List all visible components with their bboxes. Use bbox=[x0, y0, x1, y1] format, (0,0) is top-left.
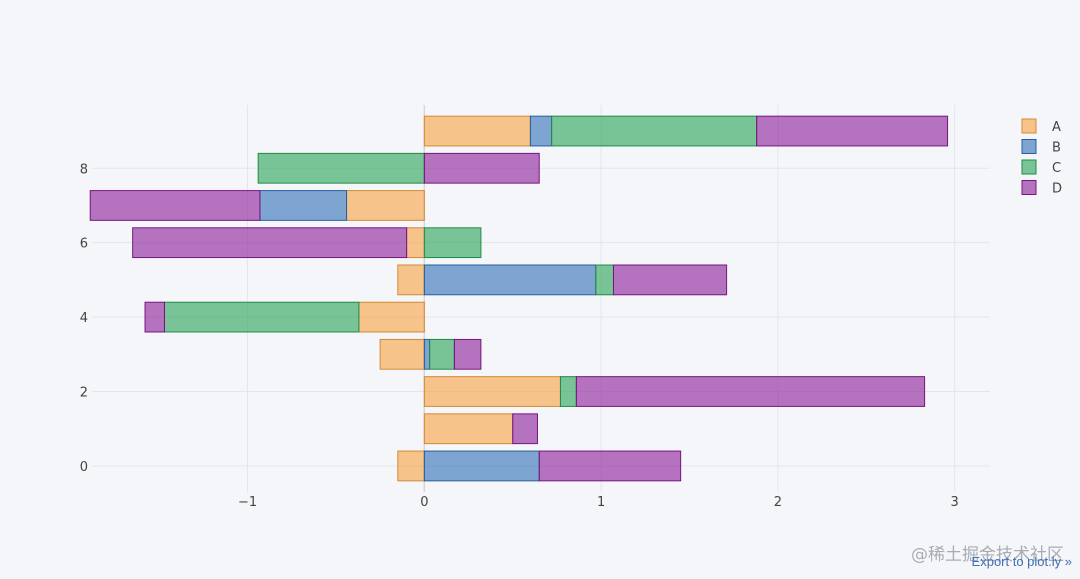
export-to-plotly-link[interactable]: Export to plot.ly » bbox=[971, 554, 1072, 569]
bar-C-3[interactable] bbox=[429, 338, 455, 370]
bar-A-7[interactable] bbox=[346, 190, 425, 221]
y-tick-label: 4 bbox=[80, 311, 88, 326]
bar-B-7[interactable] bbox=[259, 190, 348, 221]
bar-C-8[interactable] bbox=[257, 152, 425, 184]
x-tick-label: 3 bbox=[951, 495, 959, 510]
legend-label-D[interactable]: D bbox=[1052, 182, 1062, 197]
legend-swatch-D[interactable] bbox=[1021, 180, 1037, 195]
x-tick-label: 2 bbox=[774, 495, 782, 510]
legend-swatch-C[interactable] bbox=[1021, 159, 1037, 175]
bar-D-1[interactable] bbox=[512, 413, 538, 445]
bar-D-0[interactable] bbox=[538, 450, 682, 482]
bar-C-9[interactable] bbox=[551, 115, 758, 147]
bar-D-5[interactable] bbox=[612, 264, 728, 296]
watermark: @稀土掘金技术社区 bbox=[911, 545, 1064, 565]
y-tick-label: 2 bbox=[80, 386, 88, 401]
bar-C-2[interactable] bbox=[559, 376, 577, 407]
bar-D-7[interactable] bbox=[89, 190, 261, 221]
bar-D-3[interactable] bbox=[453, 338, 482, 370]
bar-D-9[interactable] bbox=[756, 115, 949, 147]
bar-A-3[interactable] bbox=[379, 338, 425, 370]
bar-A-0[interactable] bbox=[397, 450, 425, 482]
legend-swatch-A[interactable] bbox=[1021, 118, 1037, 134]
bar-A-9[interactable] bbox=[423, 115, 531, 147]
bar-C-4[interactable] bbox=[163, 301, 360, 333]
y-tick-label: 0 bbox=[80, 460, 88, 475]
bar-A-2[interactable] bbox=[423, 376, 561, 407]
bar-C-6[interactable] bbox=[423, 227, 482, 259]
y-tick-label: 6 bbox=[80, 237, 88, 252]
bar-B-5[interactable] bbox=[423, 264, 597, 296]
x-tick-label: −1 bbox=[238, 495, 257, 510]
legend-label-C[interactable]: C bbox=[1052, 161, 1061, 176]
legend-label-A[interactable]: A bbox=[1052, 120, 1061, 135]
bar-A-5[interactable] bbox=[397, 264, 425, 296]
bar-B-9[interactable] bbox=[529, 115, 553, 147]
bar-B-3[interactable] bbox=[423, 338, 431, 370]
bar-D-4[interactable] bbox=[144, 301, 165, 333]
bar-D-6[interactable] bbox=[132, 227, 408, 259]
y-tick-label: 8 bbox=[80, 162, 88, 177]
bar-C-5[interactable] bbox=[595, 264, 614, 296]
legend-swatch-B[interactable] bbox=[1021, 139, 1037, 154]
x-tick-label: 0 bbox=[420, 495, 428, 510]
bar-D-8[interactable] bbox=[423, 152, 540, 184]
bar-A-4[interactable] bbox=[358, 301, 425, 333]
x-tick-label: 1 bbox=[597, 495, 605, 510]
bar-B-0[interactable] bbox=[423, 450, 540, 482]
bar-A-6[interactable] bbox=[406, 227, 425, 259]
bar-D-2[interactable] bbox=[575, 376, 926, 407]
legend-label-B[interactable]: B bbox=[1052, 141, 1061, 156]
bar-A-1[interactable] bbox=[423, 413, 514, 445]
